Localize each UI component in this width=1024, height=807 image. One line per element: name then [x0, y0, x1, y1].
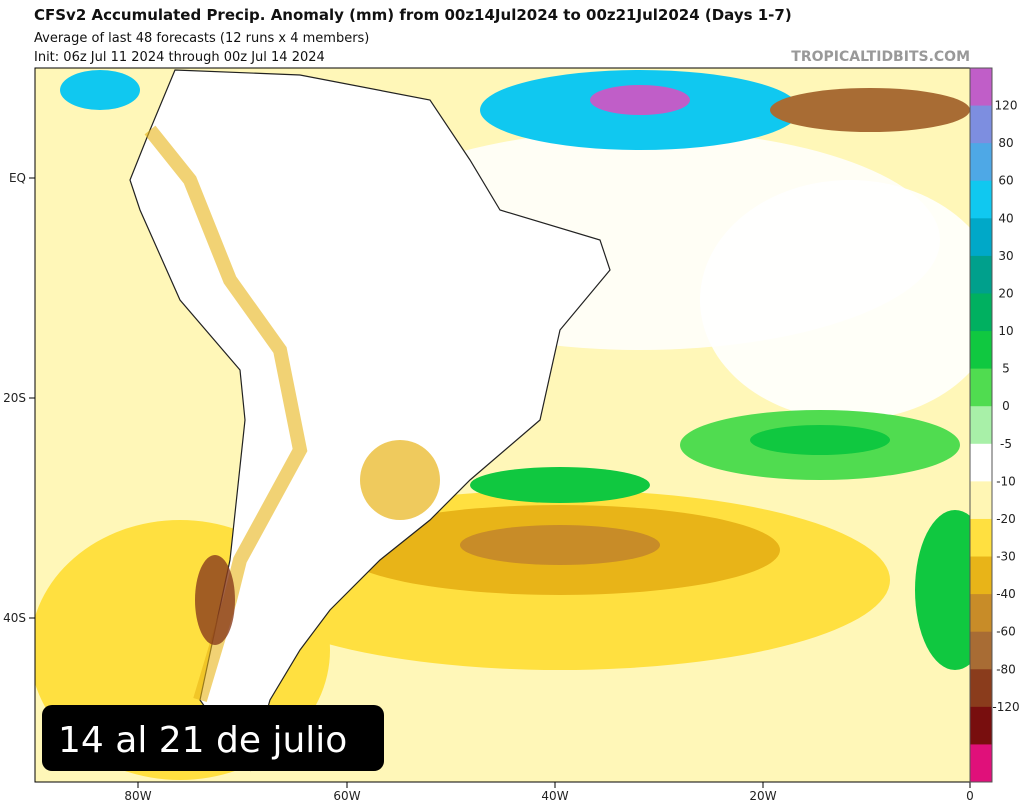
colorbar-segment: [970, 481, 992, 520]
colorbar-segment: [970, 594, 992, 633]
init-line: Init: 06z Jul 11 2024 through 00z Jul 14…: [34, 50, 325, 65]
colorbar-segment: [970, 556, 992, 595]
lon-label: 60W: [333, 789, 360, 803]
colorbar-segment: [970, 443, 992, 482]
colorbar-segment: [970, 669, 992, 708]
lon-label: 40W: [541, 789, 568, 803]
colorbar-segment: [970, 180, 992, 219]
lat-label: EQ: [9, 171, 26, 185]
lon-label: 0: [966, 789, 974, 803]
colorbar-label: -40: [996, 587, 1016, 601]
colorbar-label: 30: [998, 249, 1013, 263]
colorbar-label: 20: [998, 286, 1013, 300]
subtitle: Average of last 48 forecasts (12 runs x …: [34, 31, 369, 46]
colorbar-label: 80: [998, 136, 1013, 150]
lon-label: 80W: [124, 789, 151, 803]
caption: 14 al 21 de julio: [58, 720, 347, 761]
colorbar-label: 0: [1002, 399, 1010, 413]
lat-label: 40S: [3, 611, 26, 625]
colorbar-label: -60: [996, 625, 1016, 639]
colorbar-label: -5: [1000, 437, 1012, 451]
colorbar-label: -80: [996, 662, 1016, 676]
colorbar-label: 60: [998, 174, 1013, 188]
colorbar-segment: [970, 68, 992, 107]
caption-box: 14 al 21 de julio: [42, 705, 384, 771]
colorbar-label: -120: [992, 700, 1019, 714]
colorbar-segment: [970, 631, 992, 670]
colorbar-label: -30: [996, 550, 1016, 564]
watermark: TROPICALTIDBITS.COM: [791, 49, 970, 65]
colorbar-segment: [970, 143, 992, 182]
colorbar-segment: [970, 255, 992, 294]
lon-label: 20W: [749, 789, 776, 803]
colorbar-label: -10: [996, 474, 1016, 488]
colorbar-label: 120: [995, 99, 1018, 113]
map: [34, 67, 971, 783]
colorbar-segment: [970, 744, 992, 783]
title: CFSv2 Accumulated Precip. Anomaly (mm) f…: [34, 6, 792, 24]
colorbar-segment: [970, 368, 992, 407]
lat-label: 20S: [3, 391, 26, 405]
colorbar-segment: [970, 218, 992, 257]
colorbar-segment: [970, 518, 992, 558]
colorbar-segment: [970, 706, 992, 745]
colorbar-segment: [970, 293, 992, 332]
colorbar-label: -20: [996, 512, 1016, 526]
colorbar-frame: [969, 67, 993, 783]
colorbar-label: 10: [998, 324, 1013, 338]
colorbar-segment: [970, 105, 992, 144]
colorbar-label: 40: [998, 211, 1013, 225]
colorbar-segment: [970, 331, 992, 370]
colorbar-label: 5: [1002, 362, 1010, 376]
colorbar-segment: [970, 406, 992, 445]
